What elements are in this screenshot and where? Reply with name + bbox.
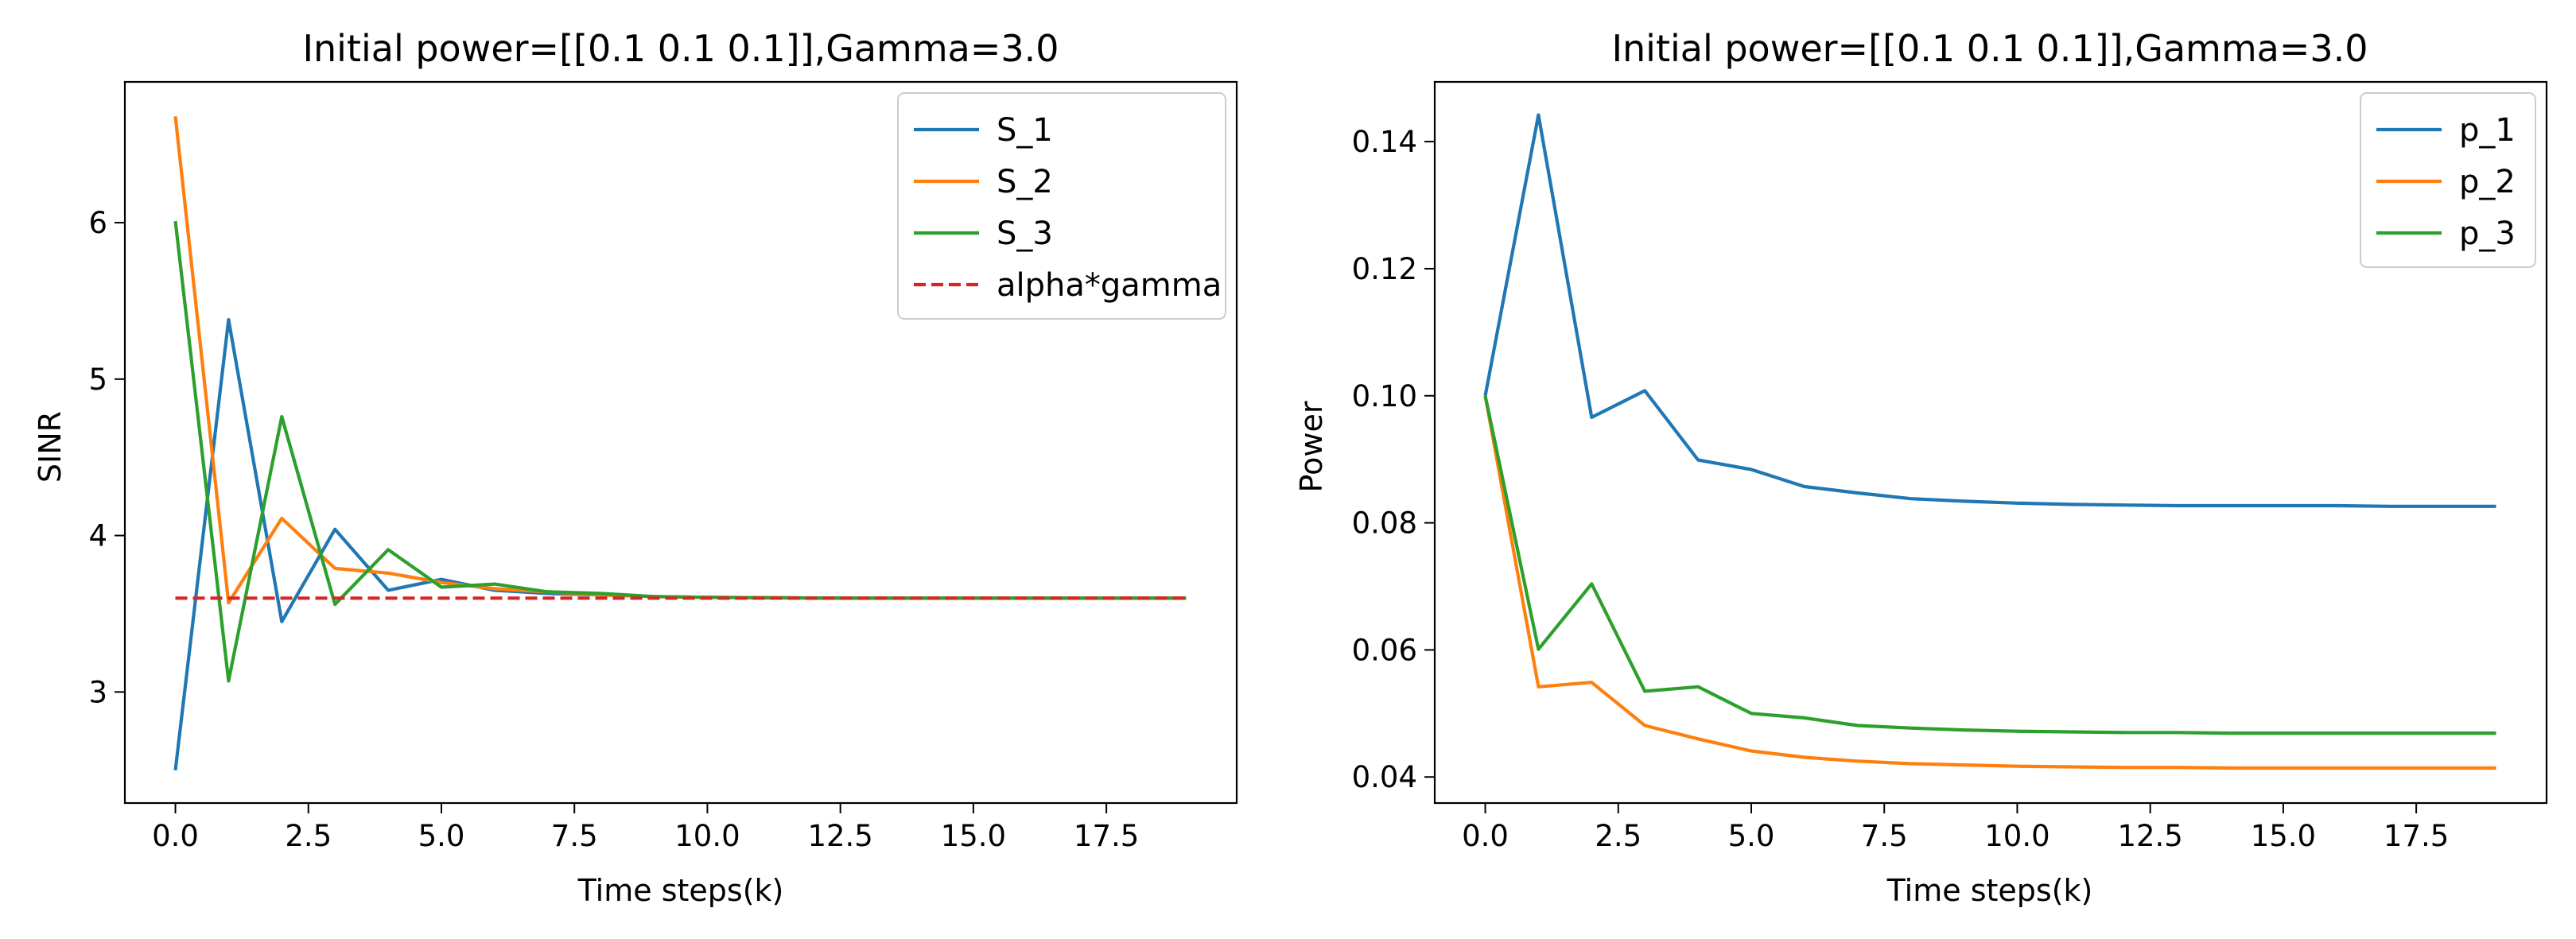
series-lines xyxy=(1483,113,2496,770)
legend: p_1 p_2 p_3 xyxy=(2360,92,2536,268)
legend-box xyxy=(897,92,1226,320)
x-tick-label: 10.0 xyxy=(1984,819,2050,853)
legend-label: p_2 xyxy=(2459,164,2516,200)
legend-label: S_3 xyxy=(997,215,1053,252)
x-tick-label: 5.0 xyxy=(418,819,465,853)
x-tick-label: 10.0 xyxy=(674,819,740,853)
y-tick-label: 3 xyxy=(88,675,107,709)
axis-ticks: 0.0 2.5 5.0 7.5 10.0 12.5 15.0 17.5 3 4 5 6 xyxy=(88,206,1139,853)
x-tick-label: 0.0 xyxy=(152,819,199,853)
legend-label: S_1 xyxy=(997,112,1053,149)
series-line-p-2 xyxy=(1483,395,2496,770)
x-tick-label: 12.5 xyxy=(807,819,872,853)
axis-ticks: 0.0 2.5 5.0 7.5 10.0 12.5 15.0 17.5 0.04 0.06 0.08… xyxy=(1352,125,2450,853)
y-tick-label: 0.06 xyxy=(1352,633,1417,667)
x-axis-label: Time steps(k) xyxy=(1886,873,2093,908)
plot-frame xyxy=(1433,80,2548,805)
legend-label: p_1 xyxy=(2459,112,2516,149)
y-tick-label: 4 xyxy=(88,519,107,553)
legend-label: p_3 xyxy=(2459,215,2516,252)
x-tick-label: 15.0 xyxy=(2251,819,2316,853)
sinr-chart: Initial power=[[0.1 0.1 0.1]],Gamma=3.0 … xyxy=(33,27,1238,908)
chart-title: Initial power=[[0.1 0.1 0.1]],Gamma=3.0 xyxy=(302,27,1059,70)
legend: S_1 S_2 S_3 alpha*gamma xyxy=(897,92,1226,320)
y-tick-label: 5 xyxy=(88,363,107,397)
y-tick-label: 0.08 xyxy=(1352,506,1417,541)
x-tick-label: 7.5 xyxy=(551,819,598,853)
legend-label: S_2 xyxy=(997,164,1053,200)
power-chart: Initial power=[[0.1 0.1 0.1]],Gamma=3.0 … xyxy=(1294,27,2548,908)
series-lines xyxy=(173,116,1187,770)
x-tick-label: 17.5 xyxy=(1074,819,1139,853)
x-tick-label: 2.5 xyxy=(1595,819,1642,853)
y-tick-label: 0.12 xyxy=(1352,252,1417,286)
series-line-p-1 xyxy=(1483,113,2496,508)
y-axis-label: Power xyxy=(1294,401,1329,492)
plot-frame xyxy=(123,80,1238,805)
x-axis-label: Time steps(k) xyxy=(577,873,784,908)
x-tick-label: 5.0 xyxy=(1728,819,1775,853)
series-line-p-3 xyxy=(1483,395,2496,735)
y-tick-label: 0.14 xyxy=(1352,125,1417,159)
y-tick-label: 0.10 xyxy=(1352,379,1417,413)
x-tick-label: 7.5 xyxy=(1861,819,1908,853)
legend-label: alpha*gamma xyxy=(997,267,1222,304)
x-tick-label: 2.5 xyxy=(285,819,332,853)
legend-box xyxy=(2360,92,2536,268)
y-tick-label: 0.04 xyxy=(1352,760,1417,794)
y-axis-label: SINR xyxy=(33,411,68,483)
y-tick-label: 6 xyxy=(88,206,107,240)
chart-title: Initial power=[[0.1 0.1 0.1]],Gamma=3.0 xyxy=(1611,27,2368,70)
x-tick-label: 0.0 xyxy=(1462,819,1509,853)
x-tick-label: 17.5 xyxy=(2384,819,2449,853)
x-tick-label: 12.5 xyxy=(2117,819,2182,853)
x-tick-label: 15.0 xyxy=(941,819,1006,853)
